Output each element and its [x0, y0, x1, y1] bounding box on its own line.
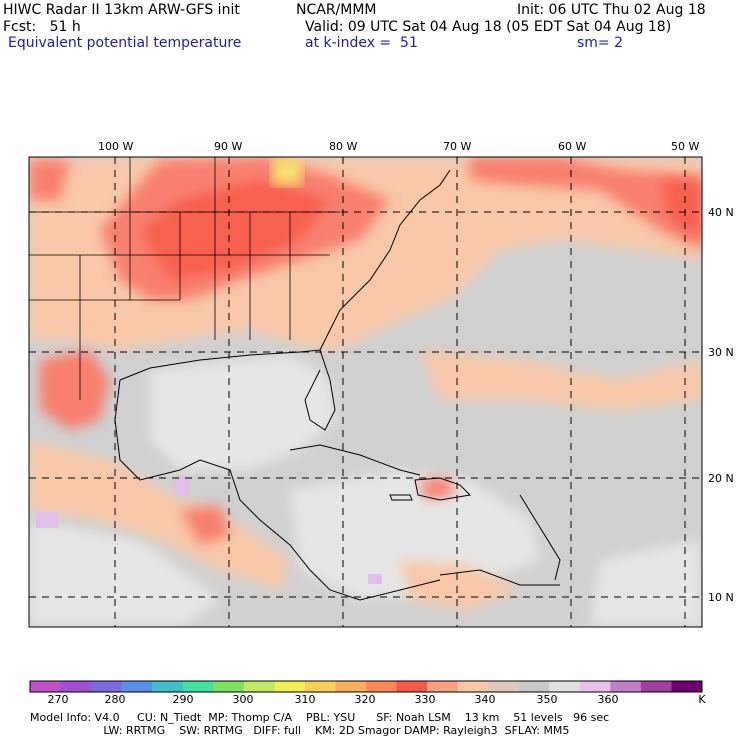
- colorbar-swatch: [213, 681, 245, 692]
- colorbar-swatch: [518, 681, 550, 692]
- lon-label-80w: 80 W: [329, 140, 358, 153]
- colorbar-label: 290: [172, 693, 194, 706]
- colorbar-swatch: [121, 681, 153, 692]
- colorbar-swatch: [335, 681, 367, 692]
- colorbar: [29, 680, 703, 693]
- colorbar-swatch: [182, 681, 214, 692]
- colorbar-label: 300: [232, 693, 254, 706]
- low-theta-e-areas: [30, 355, 702, 627]
- k-index-label: at k-index = 51: [305, 35, 418, 51]
- colorbar-label: 360: [597, 693, 619, 706]
- colorbar-swatch: [30, 681, 62, 692]
- colorbar-label: 350: [536, 693, 558, 706]
- smoothing-label: sm= 2: [577, 35, 624, 51]
- lon-label-60w: 60 W: [558, 140, 587, 153]
- lat-label-20n: 20 N: [708, 472, 734, 485]
- colorbar-units: K: [698, 693, 706, 706]
- coastlines: [114, 169, 561, 601]
- source-label: NCAR/MMM: [296, 2, 377, 18]
- colorbar-label: 270: [47, 693, 69, 706]
- colorbar-label: 320: [354, 693, 376, 706]
- colorbar-label: 330: [414, 693, 436, 706]
- colorbar-swatch: [243, 681, 275, 692]
- product-title: HIWC Radar II 13km ARW-GFS init: [3, 2, 240, 18]
- max-theta-e-spot: [272, 157, 302, 185]
- lon-label-90w: 90 W: [214, 140, 243, 153]
- colorbar-swatch: [488, 681, 520, 692]
- map-frame: [28, 156, 703, 628]
- field-name: Equivalent potential temperature: [8, 35, 242, 51]
- colorbar-swatch: [60, 681, 92, 692]
- colorbar-frame: [29, 680, 703, 693]
- graticule: [29, 157, 702, 627]
- colorbar-swatch: [304, 681, 336, 692]
- colorbar-label: 310: [294, 693, 316, 706]
- colorbar-swatch: [427, 681, 459, 692]
- colorbar-swatch: [274, 681, 306, 692]
- colorbar-swatch: [152, 681, 184, 692]
- colorbar-swatch: [671, 681, 703, 692]
- colorbar-swatch: [640, 681, 672, 692]
- state-borders: [29, 157, 340, 400]
- lat-label-40n: 40 N: [708, 206, 734, 219]
- colorbar-swatch: [610, 681, 642, 692]
- colorbar-swatch: [91, 681, 123, 692]
- model-info-line1: Model Info: V4.0 CU: N_Tiedt MP: Thomp C…: [30, 711, 610, 724]
- lon-label-100w: 100 W: [98, 140, 134, 153]
- colorbar-swatch: [579, 681, 611, 692]
- forecast-hour: Fcst: 51 h: [3, 19, 81, 35]
- lon-label-50w: 50 W: [671, 140, 700, 153]
- lavender-spots: [36, 476, 382, 584]
- colorbar-swatch: [366, 681, 398, 692]
- colorbar-label: 280: [104, 693, 126, 706]
- lat-label-10n: 10 N: [708, 591, 734, 604]
- lat-label-30n: 30 N: [708, 346, 734, 359]
- init-time: Init: 06 UTC Thu 02 Aug 18: [517, 2, 706, 18]
- colorbar-swatch: [396, 681, 428, 692]
- lon-label-70w: 70 W: [443, 140, 472, 153]
- valid-time: Valid: 09 UTC Sat 04 Aug 18 (05 EDT Sat …: [305, 19, 672, 35]
- colorbar-label: 340: [474, 693, 496, 706]
- colorbar-swatch: [457, 681, 489, 692]
- colorbar-swatch: [549, 681, 581, 692]
- model-info-line2: LW: RRTMG SW: RRTMG DIFF: full KM: 2D Sm…: [30, 724, 570, 737]
